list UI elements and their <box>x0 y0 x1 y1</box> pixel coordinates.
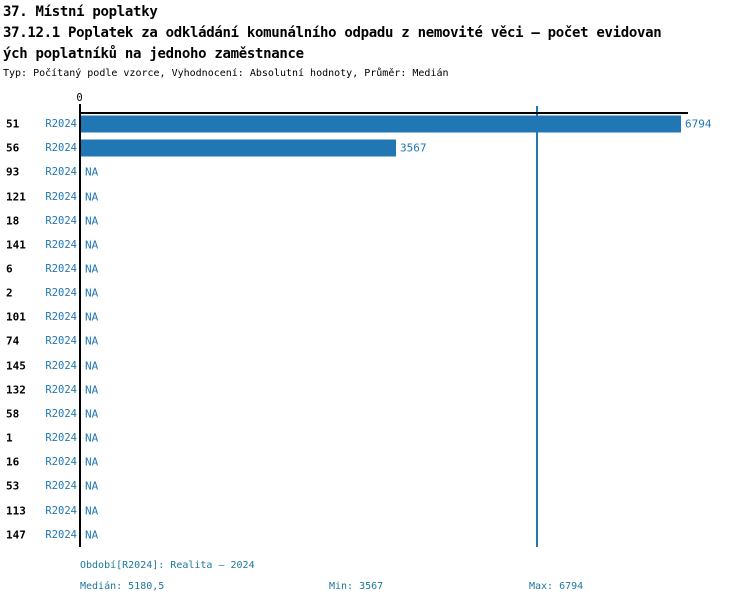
row-series-label: R2024 <box>45 383 77 396</box>
row-na-label: NA <box>85 310 99 324</box>
row-na-label: NA <box>85 238 99 252</box>
row-series-label: R2024 <box>45 528 77 541</box>
row-series-label: R2024 <box>45 287 77 300</box>
row-category-label: 18 <box>6 214 20 228</box>
row-na-label: NA <box>85 407 99 421</box>
row-category-label: 121 <box>6 190 26 204</box>
row-category-label: 53 <box>6 479 20 493</box>
chart-row: 121 R2024 NA <box>0 184 750 208</box>
row-series-label: R2024 <box>45 456 77 469</box>
row-category-label: 2 <box>6 286 13 300</box>
row-category-label: 132 <box>6 383 26 397</box>
row-category-label: 56 <box>6 141 20 155</box>
chart-title-line-2: ých poplatníků na jednoho zaměstnance <box>3 46 304 62</box>
chart-row: 1 R2024 NA <box>0 426 750 450</box>
row-category-label: 16 <box>6 455 20 469</box>
row-na-label: NA <box>85 431 99 445</box>
chart-row: 53 R2024 NA <box>0 474 750 498</box>
row-category-label: 101 <box>6 310 26 324</box>
row-series-label: R2024 <box>45 480 77 493</box>
chart-row: 58 R2024 NA <box>0 402 750 426</box>
footer-period-label: Období[R2024]: Realita – 2024 <box>80 560 255 571</box>
row-series-label: R2024 <box>45 432 77 445</box>
row-na-label: NA <box>85 334 99 348</box>
row-series-label: R2024 <box>45 311 77 324</box>
chart-row: 74 R2024 NA <box>0 329 750 353</box>
chart-row: 113 R2024 NA <box>0 499 750 523</box>
row-series-label: R2024 <box>45 407 77 420</box>
row-na-label: NA <box>85 165 99 179</box>
row-category-label: 141 <box>6 238 26 252</box>
chart-header: 37. Místní poplatky 37.12.1 Poplatek za … <box>3 2 747 80</box>
chart-row: 132 R2024 NA <box>0 378 750 402</box>
row-series-label: R2024 <box>45 214 77 227</box>
row-series-label: R2024 <box>45 142 77 155</box>
chart-row: 16 R2024 NA <box>0 450 750 474</box>
bar-value-label: 6794 <box>685 117 712 131</box>
row-na-label: NA <box>85 504 99 518</box>
chart-meta-subtitle: Typ: Počítaný podle vzorce, Vyhodnocení:… <box>3 68 449 79</box>
row-category-label: 145 <box>6 359 26 373</box>
chart-row: 2 R2024 NA <box>0 281 750 305</box>
axis-origin-label: 0 <box>76 92 83 104</box>
row-category-label: 74 <box>6 334 20 348</box>
axis-vertical-line <box>79 112 81 547</box>
row-category-label: 93 <box>6 165 20 179</box>
axis-origin-tick <box>79 104 81 113</box>
chart-row: 145 R2024 NA <box>0 354 750 378</box>
bar <box>81 115 681 133</box>
bar-value-label: 3567 <box>400 141 427 155</box>
footer-median-label: Medián: 5180,5 <box>80 581 165 592</box>
row-na-label: NA <box>85 262 99 276</box>
row-series-label: R2024 <box>45 166 77 179</box>
chart-row: 56 R2024 3567 <box>0 136 750 160</box>
row-na-label: NA <box>85 528 99 542</box>
row-category-label: 58 <box>6 407 20 421</box>
row-series-label: R2024 <box>45 190 77 203</box>
chart-rows: 51 R2024 6794 56 R2024 3567 93 R2024 NA 121 R2024 N… <box>0 112 750 547</box>
chart-row: 101 R2024 NA <box>0 305 750 329</box>
row-category-label: 51 <box>6 117 20 131</box>
row-category-label: 113 <box>6 504 26 518</box>
row-series-label: R2024 <box>45 118 77 131</box>
axis-top-line <box>79 112 688 114</box>
row-series-label: R2024 <box>45 359 77 372</box>
row-series-label: R2024 <box>45 504 77 517</box>
bar <box>81 139 396 157</box>
chart-title-line-1: 37.12.1 Poplatek za odkládání komunálníh… <box>3 25 662 41</box>
row-series-label: R2024 <box>45 263 77 276</box>
chart-row: 147 R2024 NA <box>0 523 750 547</box>
chart-row: 18 R2024 NA <box>0 209 750 233</box>
row-na-label: NA <box>85 214 99 228</box>
row-na-label: NA <box>85 286 99 300</box>
chart-row: 6 R2024 NA <box>0 257 750 281</box>
row-na-label: NA <box>85 479 99 493</box>
chart-row: 141 R2024 NA <box>0 233 750 257</box>
row-series-label: R2024 <box>45 335 77 348</box>
chart-row: 93 R2024 NA <box>0 160 750 184</box>
row-na-label: NA <box>85 383 99 397</box>
section-title: 37. Místní poplatky <box>3 4 158 20</box>
median-line <box>536 106 538 547</box>
row-na-label: NA <box>85 359 99 373</box>
row-series-label: R2024 <box>45 238 77 251</box>
footer-min-label: Min: 3567 <box>329 581 384 592</box>
footer-max-label: Max: 6794 <box>529 581 584 592</box>
row-category-label: 6 <box>6 262 13 276</box>
chart-row: 51 R2024 6794 <box>0 112 750 136</box>
row-na-label: NA <box>85 190 99 204</box>
row-category-label: 147 <box>6 528 26 542</box>
row-category-label: 1 <box>6 431 13 445</box>
row-na-label: NA <box>85 455 99 469</box>
